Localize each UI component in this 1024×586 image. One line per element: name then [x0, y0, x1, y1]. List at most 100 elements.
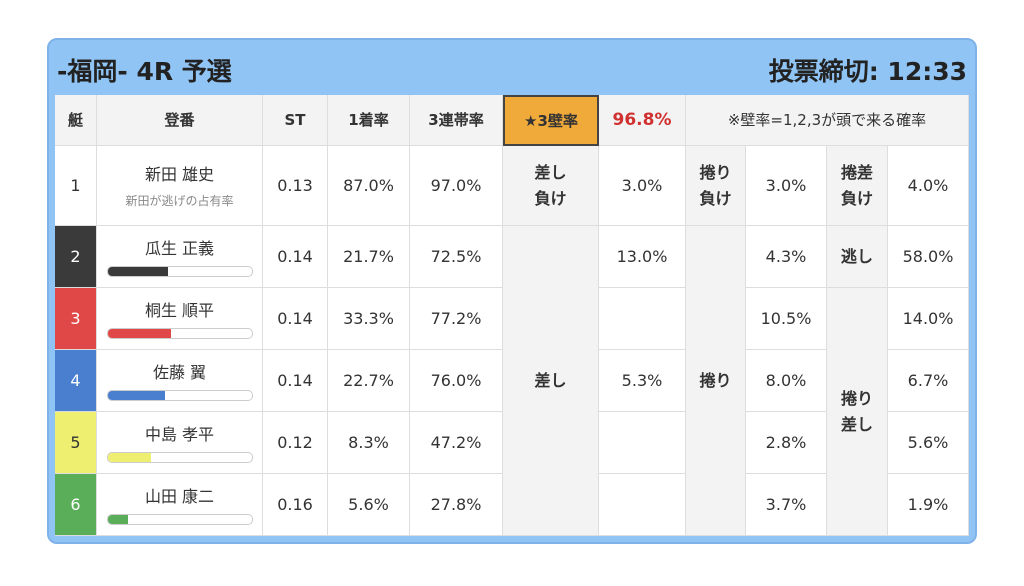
value-text: 33.3% [343, 308, 394, 328]
racer-name-text: 桐生 順平 [144, 301, 215, 320]
value-text: 0.14 [277, 246, 313, 266]
racer-name-text: 瓜生 正義 [144, 239, 215, 258]
value-text: 8.3% [348, 432, 389, 452]
value-text: 4.0% [907, 175, 949, 195]
value-text: 5.6% [348, 494, 389, 514]
value-cell: 0.14 [263, 350, 328, 412]
bar-fill [107, 453, 151, 462]
label-text: 捲差 [840, 162, 873, 182]
bar-track [106, 266, 253, 277]
column-header: 1着率 [328, 95, 410, 146]
value-text: 47.2% [430, 432, 482, 452]
boat-number: 4 [55, 350, 97, 412]
column-header-text: 1着率 [348, 111, 389, 129]
value-text: 13.0% [616, 246, 668, 266]
bar-fill [107, 329, 171, 338]
value-cell: 0.12 [263, 412, 328, 474]
value-cell: 3.7% [746, 474, 827, 536]
label-cell: 捲差 負け [827, 146, 888, 226]
value-cell: 14.0% [888, 288, 969, 350]
value-text: 4.3% [765, 246, 807, 266]
value-cell: 13.0% [599, 226, 686, 288]
boat-number: 3 [55, 288, 97, 350]
value-text: 1.9% [907, 494, 949, 514]
label-cell: 捲り [686, 226, 746, 536]
bar-track [106, 328, 253, 339]
racer-name-text: 新田 雄史 [144, 164, 215, 184]
column-header: ★3壁率 [503, 95, 599, 146]
label-cell: 捲り 差し [827, 288, 888, 536]
value-text: 27.8% [430, 494, 482, 514]
bar-fill [107, 267, 168, 276]
value-cell: 5.3% [599, 350, 686, 412]
value-text: 97.0% [430, 175, 482, 195]
boat-number-text: 5 [70, 432, 81, 452]
value-cell: 4.3% [746, 226, 827, 288]
value-text: 76.0% [430, 370, 482, 390]
value-cell: 5.6% [328, 474, 410, 536]
value-text: 3.0% [765, 175, 807, 195]
boat-number: 1 [55, 146, 97, 226]
value-cell [599, 474, 686, 536]
value-text: 2.8% [765, 432, 807, 452]
label-text: 負け [534, 188, 567, 208]
value-text: 14.0% [902, 308, 954, 328]
value-cell: 0.16 [263, 474, 328, 536]
value-cell: 21.7% [328, 226, 410, 288]
value-text: 58.0% [902, 246, 954, 266]
label-text: 負け [699, 188, 732, 208]
bar-track [106, 452, 253, 463]
column-header-text: ST [284, 111, 306, 129]
column-header-text: ※壁率=1,2,3が頭で来る確率 [727, 111, 927, 129]
value-text: 77.2% [430, 308, 482, 328]
column-header-text: 3連帯率 [428, 111, 484, 129]
racer-name: 山田 康二 [97, 474, 263, 536]
column-header-text: 96.8% [612, 110, 672, 130]
value-cell: 8.0% [746, 350, 827, 412]
value-text: 3.0% [621, 175, 663, 195]
label-text: 逃し [840, 246, 873, 266]
card: -福岡- 4R 予選 投票締切: 12:33 艇 登番 ST 1着率 3連帯率 ★3壁率 9… [47, 38, 977, 544]
value-cell: 1.9% [888, 474, 969, 536]
value-text: 0.14 [277, 308, 313, 328]
racer-name-text: 中島 孝平 [144, 425, 215, 444]
value-text: 72.5% [430, 246, 482, 266]
label-cell: 差し [503, 226, 599, 536]
racer-name-text: 佐藤 翼 [152, 363, 207, 382]
value-text: 87.0% [343, 175, 394, 195]
label-cell: 逃し [827, 226, 888, 288]
value-cell: 6.7% [888, 350, 969, 412]
column-header: ST [263, 95, 328, 146]
racer-name-text: 山田 康二 [144, 487, 215, 506]
value-cell: 0.14 [263, 288, 328, 350]
label-cell: 捲り 負け [686, 146, 746, 226]
bar-fill [107, 515, 128, 524]
value-cell: 4.0% [888, 146, 969, 226]
value-cell: 76.0% [410, 350, 503, 412]
value-text: 8.0% [765, 370, 807, 390]
value-cell [599, 288, 686, 350]
column-header: 96.8% [599, 95, 686, 146]
boat-number-text: 4 [70, 370, 81, 390]
boat-number: 6 [55, 474, 97, 536]
value-cell: 10.5% [746, 288, 827, 350]
boat-number: 5 [55, 412, 97, 474]
bar-track [106, 390, 253, 401]
value-cell: 58.0% [888, 226, 969, 288]
value-text: 21.7% [343, 246, 394, 266]
value-cell: 2.8% [746, 412, 827, 474]
label-text: 負け [840, 188, 873, 208]
value-text: 22.7% [343, 370, 394, 390]
value-cell: 72.5% [410, 226, 503, 288]
value-cell: 47.2% [410, 412, 503, 474]
value-text: 3.7% [765, 494, 807, 514]
value-cell: 3.0% [599, 146, 686, 226]
value-cell: 97.0% [410, 146, 503, 226]
label-text: 差し [534, 162, 567, 182]
value-cell: 27.8% [410, 474, 503, 536]
label-text: 捲り [699, 162, 732, 182]
column-header: ※壁率=1,2,3が頭で来る確率 [686, 95, 969, 146]
racer-name: 佐藤 翼 [97, 350, 263, 412]
value-cell: 87.0% [328, 146, 410, 226]
race-title: -福岡- 4R 予選 [57, 57, 232, 86]
